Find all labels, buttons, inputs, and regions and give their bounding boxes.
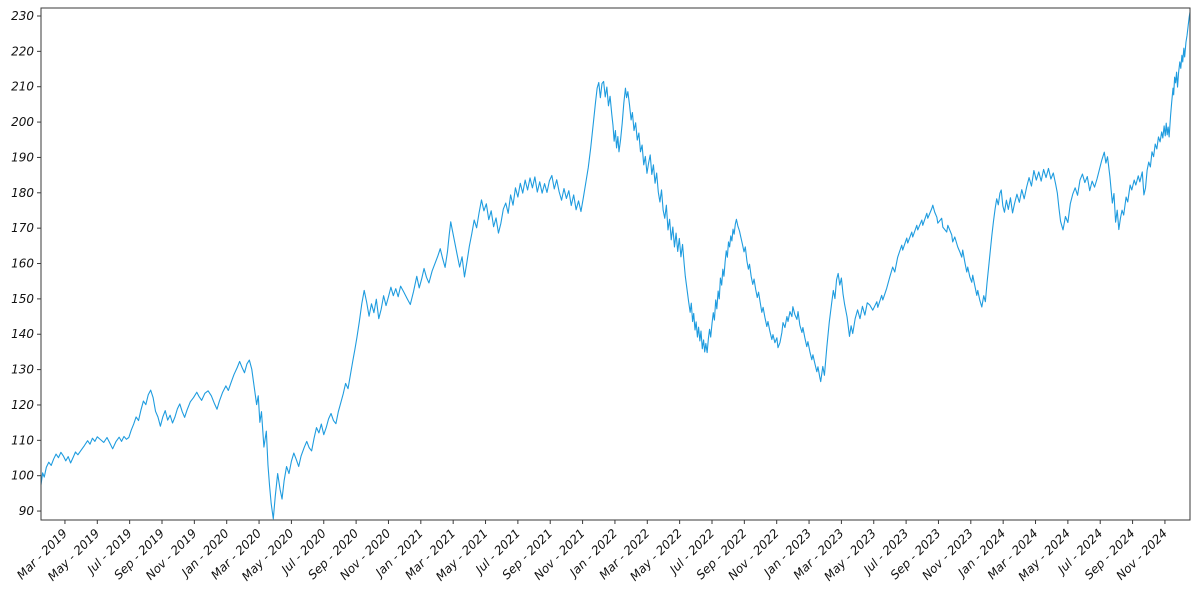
price-line-series [40, 11, 1191, 520]
y-tick-label: 210 [11, 80, 34, 94]
y-tick-label: 220 [11, 44, 34, 58]
y-tick-label: 90 [19, 504, 35, 518]
y-tick-label: 100 [11, 469, 34, 483]
y-tick-label: 140 [11, 327, 34, 341]
y-tick-label: 200 [11, 115, 34, 129]
y-tick-label: 150 [11, 292, 34, 306]
y-tick-label: 180 [11, 186, 34, 200]
y-tick-label: 230 [11, 9, 34, 23]
y-tick-label: 160 [11, 257, 34, 271]
y-tick-label: 120 [11, 398, 34, 412]
y-tick-label: 110 [11, 433, 34, 447]
y-tick-label: 170 [11, 221, 34, 235]
y-tick-label: 130 [11, 363, 34, 377]
y-tick-label: 190 [11, 150, 34, 164]
plot-frame [40, 7, 1191, 521]
